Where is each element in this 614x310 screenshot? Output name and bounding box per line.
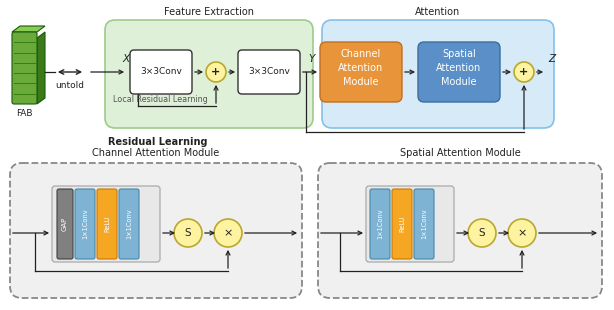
FancyBboxPatch shape (318, 163, 602, 298)
Text: Attention: Attention (437, 63, 481, 73)
Text: Residual Learning: Residual Learning (108, 137, 208, 147)
Text: Channel Attention Module: Channel Attention Module (92, 148, 220, 158)
Text: ReLU: ReLU (399, 216, 405, 232)
Text: Attention: Attention (338, 63, 384, 73)
Text: +: + (519, 67, 529, 77)
Circle shape (206, 62, 226, 82)
Circle shape (468, 219, 496, 247)
Text: +: + (211, 67, 220, 77)
FancyBboxPatch shape (75, 189, 95, 259)
FancyBboxPatch shape (12, 32, 37, 104)
Text: 1×1Conv: 1×1Conv (126, 209, 132, 239)
FancyBboxPatch shape (57, 189, 73, 259)
FancyBboxPatch shape (130, 50, 192, 94)
Text: Y: Y (308, 54, 314, 64)
FancyBboxPatch shape (10, 163, 302, 298)
Text: 1×1Conv: 1×1Conv (421, 209, 427, 239)
Circle shape (214, 219, 242, 247)
Text: GAP: GAP (62, 217, 68, 231)
Polygon shape (12, 26, 45, 32)
Text: X: X (122, 54, 129, 64)
Circle shape (514, 62, 534, 82)
FancyBboxPatch shape (97, 189, 117, 259)
Circle shape (508, 219, 536, 247)
FancyBboxPatch shape (238, 50, 300, 94)
Text: untold: untold (55, 82, 85, 91)
Text: Module: Module (343, 77, 379, 87)
Text: 1×1Conv: 1×1Conv (82, 209, 88, 239)
FancyBboxPatch shape (119, 189, 139, 259)
Text: FAB: FAB (16, 108, 33, 117)
Polygon shape (37, 32, 45, 104)
Text: ×: × (518, 228, 527, 238)
Text: 1×1Conv: 1×1Conv (377, 209, 383, 239)
FancyBboxPatch shape (418, 42, 500, 102)
Text: Spatial Attention Module: Spatial Attention Module (400, 148, 521, 158)
FancyBboxPatch shape (322, 20, 554, 128)
Text: 3×3Conv: 3×3Conv (248, 68, 290, 77)
FancyBboxPatch shape (370, 189, 390, 259)
FancyBboxPatch shape (392, 189, 412, 259)
Text: Spatial: Spatial (442, 49, 476, 59)
Text: S: S (185, 228, 192, 238)
Text: 3×3Conv: 3×3Conv (140, 68, 182, 77)
Text: Module: Module (441, 77, 476, 87)
FancyBboxPatch shape (105, 20, 313, 128)
Text: Channel: Channel (341, 49, 381, 59)
Text: Local Residual Learning: Local Residual Learning (113, 95, 208, 104)
FancyBboxPatch shape (320, 42, 402, 102)
Text: ×: × (223, 228, 233, 238)
FancyBboxPatch shape (52, 186, 160, 262)
Text: Feature Extraction: Feature Extraction (164, 7, 254, 17)
Text: ReLU: ReLU (104, 216, 110, 232)
Text: Attention: Attention (416, 7, 460, 17)
Text: S: S (479, 228, 485, 238)
FancyBboxPatch shape (414, 189, 434, 259)
Circle shape (174, 219, 202, 247)
FancyBboxPatch shape (366, 186, 454, 262)
Text: Z: Z (548, 54, 555, 64)
